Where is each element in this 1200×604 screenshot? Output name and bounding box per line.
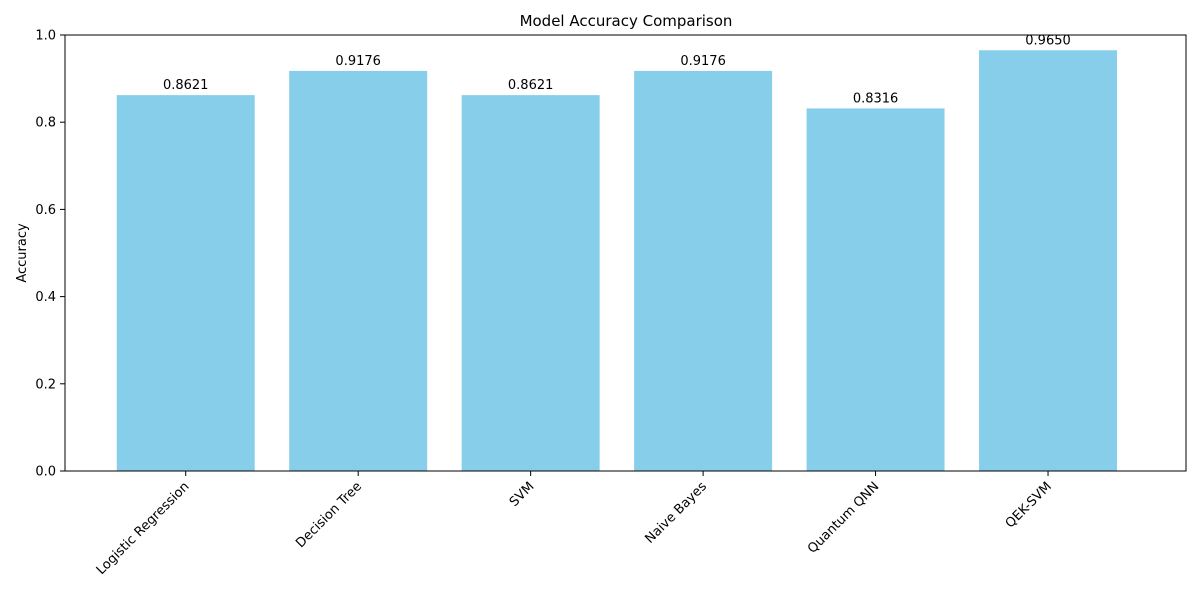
bar-value-label: 0.9650 [1025, 33, 1071, 48]
bar [461, 95, 600, 472]
plot-frame [64, 34, 1187, 472]
bar-value-label: 0.8621 [508, 78, 554, 93]
y-tick-label: 0.8 [35, 116, 56, 131]
y-axis: 0.0 0.2 0.4 0.6 0.8 1.0 [35, 29, 65, 480]
bar [806, 108, 945, 472]
bar-value-label: 0.9176 [680, 54, 726, 69]
bar [634, 70, 773, 472]
bar [116, 95, 255, 472]
bar-value-label: 0.9176 [335, 54, 381, 69]
x-tick-label: Logistic Regression [94, 479, 193, 578]
x-axis: Logistic Regression Decision Tree SVM Naive… [94, 471, 1055, 578]
x-tick-label: Quantum QNN [805, 479, 882, 556]
y-tick-label: 1.0 [35, 29, 56, 44]
y-tick-label: 0.2 [35, 377, 56, 392]
bar-value-label: 0.8316 [853, 91, 899, 106]
bar [289, 70, 428, 472]
x-tick-label: SVM [507, 479, 538, 510]
y-tick-label: 0.6 [35, 203, 56, 218]
bar-value-label: 0.8621 [163, 78, 209, 93]
bars-layer: 0.8621 0.9176 0.8621 0.9176 0.8316 0.9650 [116, 33, 1118, 472]
y-tick-label: 0.4 [35, 290, 56, 305]
bar [979, 50, 1118, 471]
y-axis-label: Accuracy [15, 223, 30, 283]
x-tick-label: Naive Bayes [642, 479, 710, 547]
x-tick-label: QEK-SVM [1003, 479, 1055, 531]
x-tick-label: Decision Tree [293, 479, 365, 551]
y-tick-label: 0.0 [35, 465, 56, 480]
chart-title: Model Accuracy Comparison [520, 12, 733, 30]
